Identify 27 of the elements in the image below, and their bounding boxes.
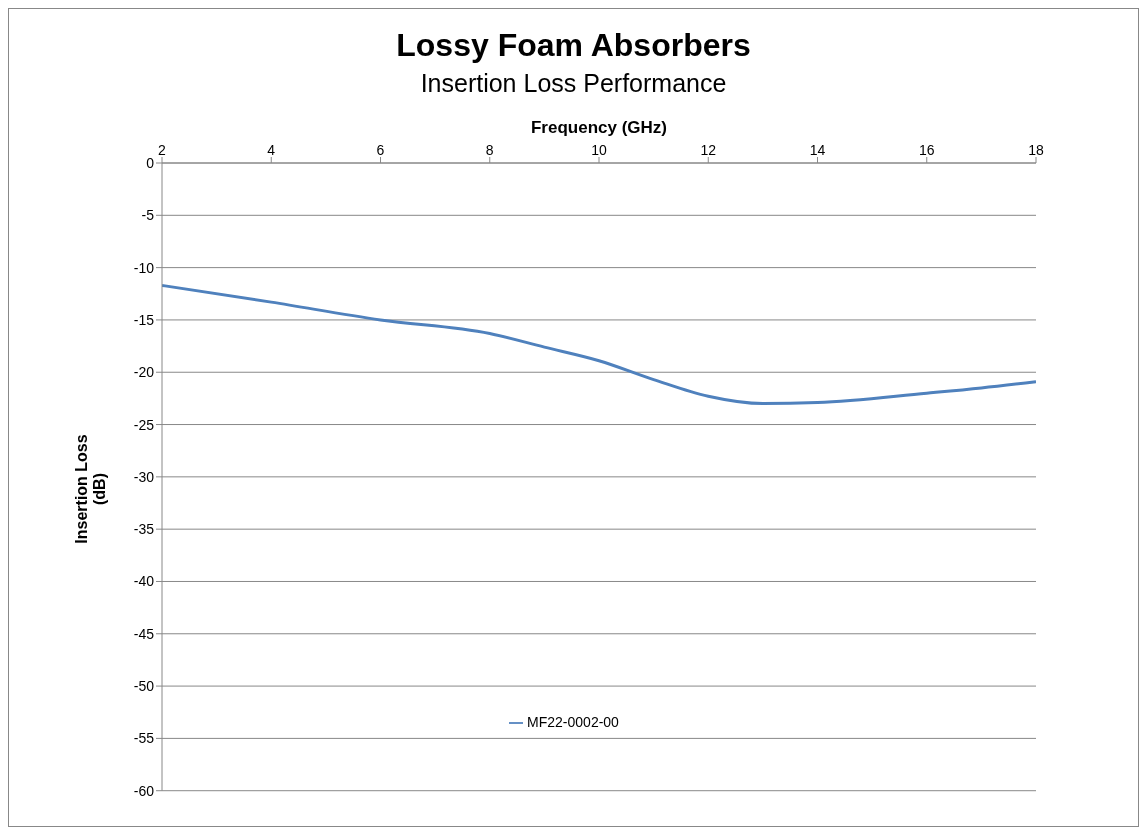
x-tick-label: 16 <box>918 142 935 158</box>
y-tick-label: -55 <box>133 730 155 747</box>
x-tick-label: 6 <box>376 142 385 158</box>
y-tick-label: -60 <box>133 782 155 799</box>
x-tick-label: 8 <box>485 142 494 158</box>
x-tick-label: 14 <box>809 142 826 158</box>
x-tick-label: 10 <box>591 142 607 158</box>
x-tick-label: 4 <box>267 142 276 158</box>
legend-label: MF22-0002-00 <box>527 714 619 730</box>
y-tick-label: -5 <box>141 207 155 224</box>
y-tick-label: -10 <box>133 259 155 276</box>
x-tick-label: 12 <box>700 142 717 158</box>
y-tick-label: -45 <box>133 625 155 642</box>
y-axis-title: Insertion Loss (dB) <box>73 433 109 546</box>
chart-subtitle: Insertion Loss Performance <box>419 69 728 98</box>
y-tick-label: 0 <box>146 154 155 171</box>
y-tick-label: -15 <box>133 311 155 328</box>
y-tick-label: -20 <box>133 364 155 381</box>
x-axis-title: Frequency (GHz) <box>530 118 668 138</box>
y-tick-label: -35 <box>133 521 155 538</box>
chart-title: Lossy Foam Absorbers <box>395 27 752 64</box>
y-tick-label: -40 <box>133 573 155 590</box>
y-tick-label: -30 <box>133 468 155 485</box>
x-tick-label: 2 <box>158 142 167 158</box>
y-tick-label: -50 <box>133 678 155 695</box>
y-tick-label: -25 <box>133 416 155 433</box>
x-tick-label: 18 <box>1028 142 1044 158</box>
